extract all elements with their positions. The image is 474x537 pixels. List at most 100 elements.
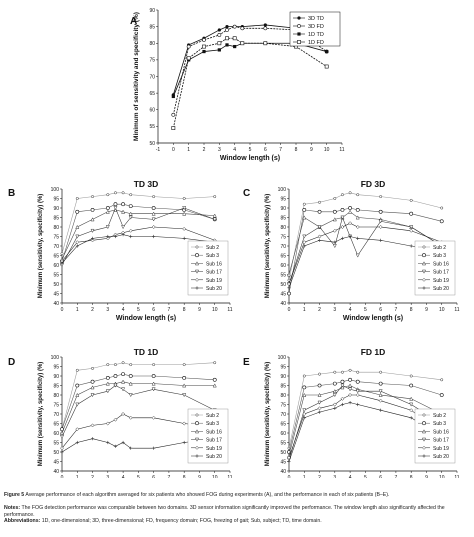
series-sub-20 <box>287 401 444 464</box>
series-sub-3 <box>287 377 444 454</box>
data-point <box>378 381 383 386</box>
data-point <box>348 387 353 392</box>
series-line <box>172 26 327 115</box>
y-tick-label: 60 <box>53 431 59 437</box>
series-line <box>61 381 215 434</box>
data-point <box>340 215 345 220</box>
legend-marker <box>422 413 426 417</box>
series-1d-fd <box>171 36 329 130</box>
data-point <box>225 25 229 29</box>
y-tick-label: 85 <box>53 215 59 221</box>
legend-label: 3D TD <box>308 16 324 22</box>
y-tick-label: 85 <box>280 215 286 221</box>
data-point <box>348 209 353 214</box>
data-point <box>113 444 118 448</box>
series-line <box>61 385 215 437</box>
data-point <box>302 234 307 239</box>
x-tick-label: 4 <box>233 147 236 153</box>
data-point <box>113 206 118 211</box>
data-point <box>332 209 337 214</box>
data-point <box>317 225 322 230</box>
data-point <box>355 215 360 220</box>
notes-label: Notes: <box>4 505 21 511</box>
y-tick-label: 40 <box>53 301 59 307</box>
data-point <box>128 215 133 220</box>
series-line <box>172 42 327 97</box>
data-point <box>202 49 206 54</box>
x-tick-label: 5 <box>137 475 140 478</box>
series-1d-td <box>171 41 329 99</box>
x-tick-label: 3 <box>218 147 221 153</box>
data-point <box>332 393 337 398</box>
x-tick-label: 5 <box>364 307 367 313</box>
chart-title: TD 1D <box>134 347 159 357</box>
data-point <box>59 430 65 435</box>
y-tick-label: 60 <box>280 263 286 269</box>
y-axis-label: Minimum (sensitivity, specificity) (%) <box>38 362 44 467</box>
data-point <box>212 213 217 218</box>
data-point <box>202 44 206 49</box>
panel-letter: A <box>130 16 137 27</box>
series-line <box>61 413 215 449</box>
y-tick-label: 75 <box>53 234 59 240</box>
abbrev-text: 1D, one-dimensional; 3D, three-dimension… <box>41 518 322 524</box>
data-point <box>217 41 222 46</box>
data-point <box>182 440 186 445</box>
series-sub-19 <box>60 412 217 451</box>
series-sub-17 <box>286 383 444 462</box>
y-tick-label: 90 <box>280 374 286 380</box>
data-point <box>91 195 94 199</box>
legend-label: Sub 17 <box>206 270 222 276</box>
y-tick-label: 40 <box>53 469 59 475</box>
series-sub-20 <box>287 234 444 290</box>
data-point <box>332 402 337 407</box>
data-point <box>151 381 156 386</box>
data-point <box>302 207 307 212</box>
data-point <box>91 366 94 370</box>
legend-label: Sub 20 <box>433 286 449 292</box>
series-sub-19 <box>60 225 217 264</box>
data-point <box>75 244 79 248</box>
y-tick-label: 65 <box>280 253 286 259</box>
data-point <box>379 238 383 242</box>
legend-marker <box>195 286 199 290</box>
data-point <box>348 206 352 210</box>
legend-label: Sub 16 <box>433 429 449 435</box>
series-sub-2 <box>60 191 217 256</box>
x-tick-label: 10 <box>324 147 330 153</box>
data-point <box>340 402 345 407</box>
data-point <box>128 393 133 398</box>
data-point <box>409 383 414 388</box>
legend-label: Sub 17 <box>433 438 449 444</box>
data-point <box>409 228 414 233</box>
data-point <box>90 437 95 441</box>
y-tick-label: 85 <box>280 383 286 389</box>
data-point <box>152 195 156 199</box>
data-point <box>287 282 291 286</box>
data-point <box>129 234 133 239</box>
x-tick-label: 10 <box>439 475 445 478</box>
series-sub-17 <box>59 383 217 439</box>
data-point <box>355 207 360 212</box>
legend-marker <box>422 286 426 290</box>
data-point <box>379 370 383 374</box>
legend-label: 1D TD <box>308 32 324 38</box>
series-line <box>61 234 215 264</box>
series-sub-2 <box>60 361 217 431</box>
legend-label: Sub 2 <box>206 413 219 419</box>
data-point <box>348 368 352 372</box>
data-point <box>105 381 110 386</box>
data-point <box>378 209 383 214</box>
data-point <box>440 378 444 382</box>
legend-label: Sub 20 <box>206 454 222 460</box>
y-tick-label: 65 <box>280 421 286 427</box>
data-point <box>128 228 133 233</box>
panel-letter: B <box>8 188 15 199</box>
data-point <box>212 377 217 382</box>
data-point <box>340 207 345 212</box>
legend-marker <box>297 16 301 20</box>
panel-letter: D <box>8 357 15 368</box>
x-tick-label: 7 <box>395 307 398 313</box>
series-sub-2 <box>287 368 444 450</box>
y-tick-label: 80 <box>280 225 286 231</box>
